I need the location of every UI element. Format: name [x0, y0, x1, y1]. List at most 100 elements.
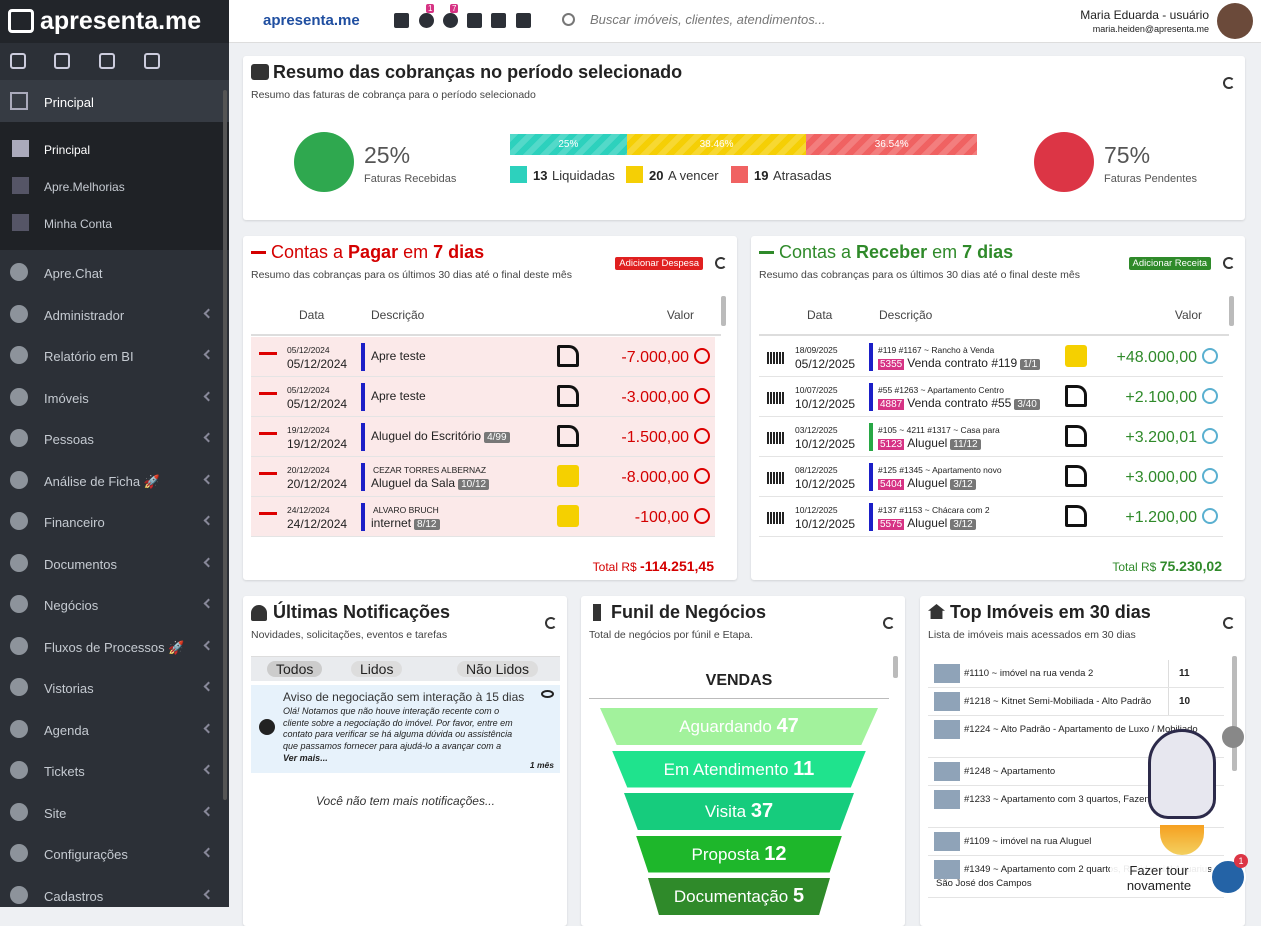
receber-card: Contas a Receber em 7 dias Resumo das cob… [751, 236, 1245, 580]
top-icon[interactable] [467, 13, 482, 28]
property-row[interactable]: #1109 ~ imóvel na rua Aluguel [928, 828, 1224, 856]
status-icon[interactable] [694, 508, 710, 524]
submenu-item[interactable]: Minha Conta [0, 205, 229, 242]
toolbar-icon[interactable] [99, 53, 115, 69]
main: Resumo das cobranças no período selecion… [229, 43, 1261, 926]
property-row[interactable]: #1110 ~ imóvel na rua venda 2 11 [928, 660, 1224, 688]
table-row[interactable]: 19/12/2024 19/12/2024 Aluguel do Escritóri… [251, 417, 715, 457]
menu-item[interactable]: Fluxos de Processos 🚀 [0, 626, 222, 667]
menu-item[interactable]: Agenda [0, 709, 222, 750]
menu-item[interactable]: Imóveis [0, 377, 222, 418]
menu-item[interactable]: Financeiro [0, 501, 222, 542]
icon [12, 214, 29, 231]
table-row[interactable]: 08/12/2025 10/12/2025 #125 #1345 ~ Apartam… [759, 457, 1223, 497]
table-row[interactable]: 10/12/2025 10/12/2025 #137 #1153 ~ Chácara… [759, 497, 1223, 537]
tab[interactable]: Todos [267, 661, 323, 677]
refresh-button[interactable] [1223, 257, 1235, 269]
menu-item[interactable]: Relatório em BI [0, 335, 222, 376]
icon [10, 678, 28, 696]
toolbar-icon[interactable] [54, 53, 70, 69]
total-value: 75.230,02 [1159, 558, 1222, 574]
property-row[interactable]: #1349 ~ Apartamento com 2 quartos, Resid… [928, 856, 1224, 898]
menu-item[interactable]: Apre.Chat [0, 252, 222, 293]
menu-item[interactable]: Pessoas [0, 418, 222, 459]
menu-item[interactable]: Cadastros [0, 875, 222, 916]
menu-item[interactable]: Configurações [0, 833, 222, 874]
user-name[interactable]: Maria Eduarda - usuário [1080, 8, 1209, 22]
date: 20/12/2024 [287, 477, 348, 491]
table-row[interactable]: 03/12/2025 10/12/2025 #105 ~ 4211 #1317 ~ … [759, 417, 1223, 457]
notification[interactable]: Aviso de negociação sem interação à 15 d… [251, 685, 560, 773]
section-header[interactable]: Principal [0, 80, 229, 122]
installment: 10/12 [458, 479, 490, 490]
status-icon[interactable] [1202, 388, 1218, 404]
section-title: Principal [44, 95, 94, 110]
menu-item[interactable]: Vistorias [0, 667, 222, 708]
funnel-stage[interactable]: Visita 37 [624, 793, 854, 830]
refresh-button[interactable] [545, 617, 557, 629]
menu-label: Pessoas [44, 432, 94, 447]
table-row[interactable]: 18/09/2025 05/12/2025 #119 #1167 ~ Rancho … [759, 337, 1223, 377]
top-icon[interactable] [516, 13, 531, 28]
funnel-stage[interactable]: Aguardando 47 [600, 708, 878, 745]
menu-item[interactable]: Site [0, 792, 222, 833]
funnel-stage[interactable]: Proposta 12 [636, 835, 842, 873]
submenu-label: Minha Conta [44, 217, 113, 231]
status-icon[interactable] [1202, 468, 1218, 484]
refresh-button[interactable] [715, 257, 727, 269]
avatar[interactable] [1217, 3, 1253, 39]
funnel-stage[interactable]: Documentação 5 [648, 878, 830, 915]
title-part: Contas a [271, 242, 349, 262]
color-bar [361, 463, 365, 491]
description-line: 5404 Aluguel 3/12 [878, 476, 976, 490]
brand[interactable]: apresenta.me [40, 7, 202, 35]
table-row[interactable]: 10/07/2025 10/12/2025 #55 #1263 ~ Apartame… [759, 377, 1223, 417]
menu-item[interactable]: Tickets [0, 750, 222, 791]
property-row[interactable]: #1248 ~ Apartamento [928, 758, 1224, 786]
top-icon[interactable] [419, 13, 434, 28]
status-icon[interactable] [694, 348, 710, 364]
tab[interactable]: Não Lidos [457, 661, 539, 677]
add-button[interactable]: Adicionar Despesa [615, 257, 703, 270]
status-icon[interactable] [1202, 428, 1218, 444]
description-line: 4887 Venda contrato #55 3/40 [878, 396, 1040, 410]
top-icon[interactable] [394, 13, 409, 28]
menu-item[interactable]: Análise de Ficha 🚀 [0, 460, 222, 501]
toolbar-icon[interactable] [10, 53, 26, 69]
refresh-button[interactable] [1223, 617, 1235, 629]
property-row[interactable]: #1224 ~ Alto Padrão - Apartamento de Lux… [928, 716, 1224, 758]
status-icon[interactable] [1202, 348, 1218, 364]
title-part: em [927, 242, 963, 262]
tour-widget[interactable]: Fazer tour novamente 1 [1110, 725, 1260, 907]
refresh-button[interactable] [883, 617, 895, 629]
tab[interactable]: Lidos [351, 661, 403, 677]
top-icon[interactable] [443, 13, 458, 28]
property-name: #1248 ~ Apartamento [964, 766, 1056, 777]
stage-label: Aguardando [679, 717, 772, 736]
logo[interactable]: apresenta.me [263, 12, 360, 29]
search[interactable]: Buscar imóveis, clientes, atendimentos..… [590, 12, 826, 27]
see-more[interactable]: Ver mais... [283, 753, 328, 763]
status-icon[interactable] [694, 388, 710, 404]
submenu-item[interactable]: Apre.Melhorias [0, 168, 229, 205]
property-row[interactable]: #1233 ~ Apartamento com 3 quartos, Fazen… [928, 786, 1224, 828]
table-row[interactable]: 20/12/2024 20/12/2024 CEZAR TORRES ALBERNA… [251, 457, 715, 497]
funnel-stage[interactable]: Em Atendimento 11 [612, 750, 866, 788]
eye-icon[interactable] [541, 690, 554, 698]
menu-item[interactable]: Documentos [0, 543, 222, 584]
submenu-item[interactable]: Principal [0, 131, 229, 168]
status-icon[interactable] [694, 428, 710, 444]
close-button[interactable] [1222, 726, 1244, 748]
menu-item[interactable]: Negócios [0, 584, 222, 625]
status-icon[interactable] [694, 468, 710, 484]
top-icon[interactable] [491, 13, 506, 28]
toolbar-icon[interactable] [144, 53, 160, 69]
add-button[interactable]: Adicionar Receita [1128, 257, 1211, 270]
table-row[interactable]: 05/12/2024 05/12/2024 Apre teste -7.000,00 [251, 337, 715, 377]
menu-item[interactable]: Administrador [0, 294, 222, 335]
property-row[interactable]: #1218 ~ Kitnet Semi-Mobiliada - Alto Pad… [928, 688, 1224, 716]
table-row[interactable]: 24/12/2024 24/12/2024 ALVARO BRUCH internet… [251, 497, 715, 537]
status-icon[interactable] [1202, 508, 1218, 524]
refresh-button[interactable] [1223, 77, 1235, 89]
table-row[interactable]: 05/12/2024 05/12/2024 Apre teste -3.000,00 [251, 377, 715, 417]
